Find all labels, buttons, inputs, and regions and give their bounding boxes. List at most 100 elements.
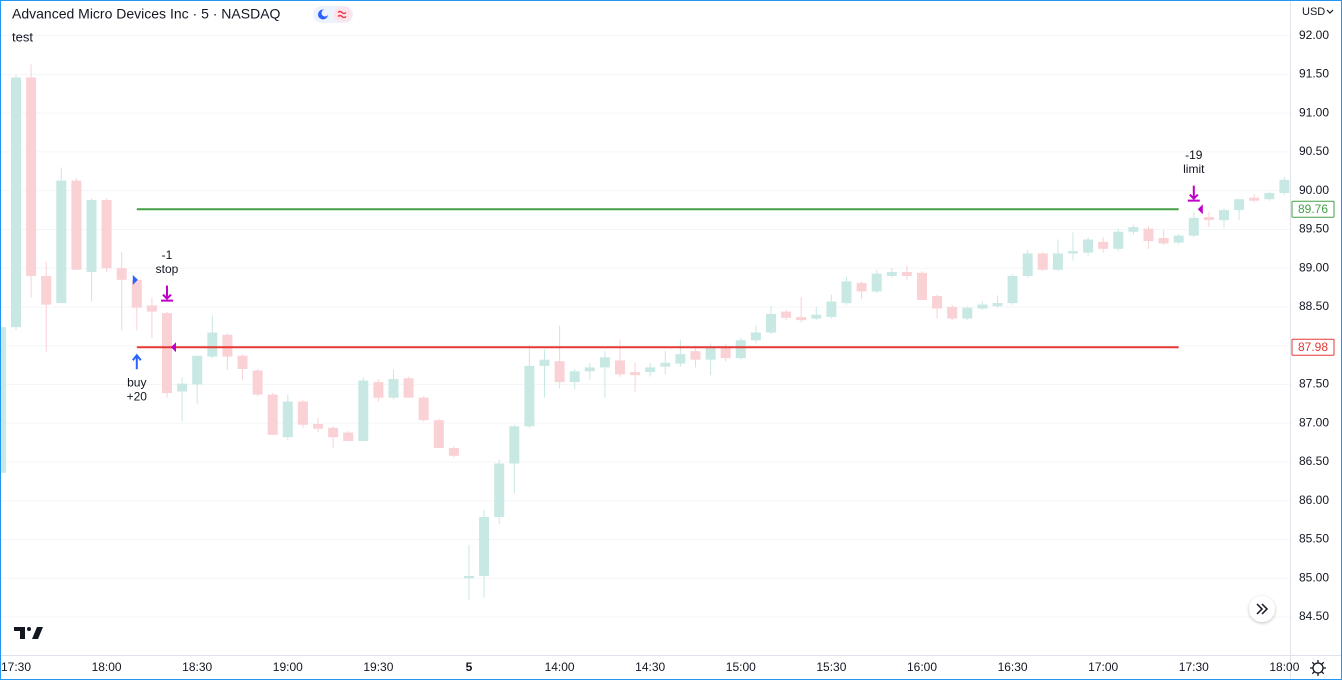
y-tick-label: 87.00 [1299,415,1329,429]
candle-body [101,199,112,269]
order-label: -1 [162,248,173,262]
x-tick-label: 5 [466,660,473,674]
delay-icon [337,10,347,19]
candle-body [720,346,731,359]
candle-body [11,77,21,328]
candle-body [992,303,1003,307]
candle-body [705,348,716,360]
candle-body [962,307,973,319]
order-label: buy [127,375,146,389]
chart-title: Advanced Micro Devices Inc · 5 · NASDAQ [12,6,281,22]
price-label-box [1291,200,1335,218]
candle-body [222,334,233,357]
candle-body [539,359,550,366]
candle-body [343,432,354,442]
order-arrow [161,285,173,302]
order-label: limit [1183,162,1205,176]
candle-body [1113,231,1124,249]
order-arrow [132,353,142,370]
candle-body [1264,193,1275,200]
candle-body [735,340,746,359]
candle-body [1098,241,1109,249]
candle-body [947,306,958,319]
candle-body [237,355,248,369]
candle-body [403,378,414,398]
delay-badge [334,7,352,22]
candle-body [1234,199,1245,211]
candle-body [192,355,203,385]
candle-body [1279,179,1290,194]
candle-body [1007,275,1018,304]
candle-body [509,426,520,464]
candle-body [1249,197,1260,201]
candle-body [328,427,339,438]
candle-body [0,327,6,473]
logo-part [32,627,43,639]
price-label-box [1291,338,1335,356]
market-icon-cut [321,9,329,17]
candle-body [796,317,807,321]
candle-body [26,77,37,276]
candle-body [388,379,399,398]
x-tick-label: 19:00 [273,660,303,674]
candle-body [675,354,686,364]
candle-body [267,394,278,435]
x-tick-label: 18:00 [92,660,122,674]
y-tick-label: 91.00 [1299,105,1329,119]
candle-body [660,362,671,367]
x-tick-label: 17:30 [1179,660,1209,674]
order-label: stop [156,262,179,276]
candle-body [569,371,580,383]
candle-body [71,180,82,270]
candle-body [1037,253,1048,270]
scroll-to-realtime-button[interactable] [1249,596,1275,622]
candle-body [1219,210,1229,221]
order-marker [1197,204,1203,215]
candle-body [1083,239,1094,253]
candle-body [131,279,142,308]
y-tick-label: 85.00 [1299,570,1329,584]
order-arrow [1187,185,1200,202]
order-marker [171,342,176,353]
y-tick-label: 89.50 [1299,222,1329,236]
candle-body [690,351,701,360]
logo[interactable] [14,627,43,639]
candle-body [177,383,188,392]
candle-body [1052,253,1063,270]
candle-body [917,272,927,300]
candle-body [358,380,369,442]
status-badges[interactable] [313,6,353,23]
currency-selector[interactable]: USD [1302,6,1334,18]
price-label: 87.98 [1298,340,1328,354]
candle-body [886,272,897,276]
candle-body [86,199,97,273]
candle-body [1143,228,1154,242]
candle-body [1188,217,1199,236]
candle-body [252,370,263,395]
candle-body [599,357,610,368]
candle-body [494,463,505,518]
candle-body [373,382,384,398]
candle-body [207,332,218,357]
candle-body [901,272,912,276]
x-tick-label: 18:30 [182,660,212,674]
candle-body [781,311,792,318]
candle-body [282,401,293,438]
order-label: +20 [127,389,148,403]
y-tick-label: 88.50 [1299,299,1329,313]
settings-button[interactable] [1310,660,1326,676]
x-tick-label: 15:00 [726,660,756,674]
candle-body [1203,217,1214,221]
candle-body [1022,253,1033,276]
candle-body [1158,237,1169,244]
indicator-name: test [12,29,33,44]
logo-part [14,627,25,639]
candle-body [56,180,67,304]
x-tick-label: 17:00 [1088,660,1118,674]
x-tick-label: 18:00 [1269,660,1299,674]
logo-dot [27,627,31,631]
candle-body [41,275,52,305]
currency-label: USD [1302,6,1325,18]
